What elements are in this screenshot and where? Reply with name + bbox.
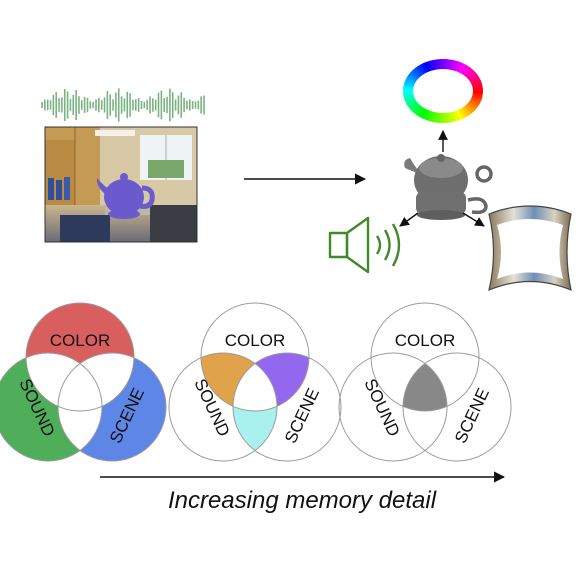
color-wheel-segment (450, 60, 458, 71)
venn-circle-outline (370, 302, 480, 412)
speaker-icon (328, 216, 401, 274)
axis-caption: Increasing memory detail (168, 487, 437, 514)
color-wheel-segment (414, 66, 425, 76)
scene-panorama-icon (488, 205, 572, 292)
scene-teapot (96, 173, 155, 219)
color-wheel-segment (471, 96, 482, 103)
venn-circle-outline (338, 352, 448, 462)
color-wheel-segment (445, 59, 451, 70)
color-wheel-segment (423, 61, 431, 72)
color-wheel-segment (429, 59, 436, 71)
color-wheel-segment (468, 75, 480, 83)
color-wheel-segment (460, 64, 470, 75)
color-wheel-segment (422, 109, 431, 121)
teapot-icon (404, 154, 493, 220)
color-wheel-segment (470, 77, 481, 84)
triple-region (403, 353, 447, 411)
color-wheel-segment (472, 92, 483, 98)
color-wheel-segment (412, 67, 423, 77)
to-sound-arrow (399, 212, 419, 227)
color-wheel-segment (420, 63, 429, 73)
color-wheel-segment (455, 61, 464, 73)
color-wheel-segment (411, 104, 422, 114)
venn-label-color: COLOR (225, 331, 285, 350)
color-wheel-segment (406, 74, 418, 82)
color-wheel-segment (404, 79, 415, 86)
venn-circle-outline (0, 352, 103, 462)
color-wheel-segment (471, 80, 482, 86)
color-wheel-segment (417, 64, 427, 75)
color-wheel-segment (459, 107, 469, 118)
color-wheel-segment (410, 70, 421, 79)
venn-circle-outline (402, 352, 512, 462)
color-wheel-segment (452, 110, 460, 122)
color-wheel-segment (462, 66, 472, 76)
venn-label-color: COLOR (395, 331, 455, 350)
color-wheel-segment (472, 88, 483, 92)
to-scene-arrow (462, 212, 485, 227)
overlap-blank (233, 353, 277, 411)
color-wheel-segment (465, 103, 476, 112)
color-wheel-segment (405, 76, 417, 84)
office-scene-photo (45, 127, 197, 242)
color-wheel-segment (403, 90, 414, 94)
venn-circle-outline (200, 302, 310, 412)
color-wheel-segment (416, 107, 426, 118)
color-wheel-segment (414, 106, 424, 116)
color-wheel-segment (419, 108, 428, 119)
color-wheel-segment (464, 68, 475, 78)
venn-circle-outline (57, 352, 167, 462)
color-wheel-segment (409, 103, 421, 112)
color-wheel-segment (458, 63, 467, 74)
color-wheel-segment (403, 82, 415, 88)
color-wheel-icon (403, 59, 483, 123)
color-wheel-segment (426, 60, 434, 72)
color-wheel-segment (406, 99, 418, 107)
audio-waveform-icon (41, 88, 205, 122)
color-wheel-segment (448, 59, 455, 70)
color-wheel-segment (450, 111, 457, 123)
color-wheel-segment (436, 59, 441, 70)
color-wheel-segment (405, 98, 416, 105)
color-wheel-segment (408, 72, 419, 80)
color-wheel-segment (442, 112, 447, 123)
venn-circle-outline (25, 302, 135, 412)
color-wheel-segment (469, 98, 481, 106)
color-wheel-segment (455, 110, 463, 121)
overlap-blank (58, 353, 102, 461)
venn-label-sound: SOUND (360, 376, 403, 440)
color-wheel-segment (467, 102, 478, 110)
color-wheel-segment (435, 112, 441, 123)
color-wheel-segment (463, 105, 474, 115)
color-wheel-segment (404, 96, 415, 102)
color-wheel-segment (428, 111, 436, 122)
color-wheel-segment (471, 94, 483, 100)
venn-label-color: COLOR (50, 331, 110, 350)
color-wheel-segment (408, 101, 419, 110)
color-wheel-segment (467, 72, 478, 81)
color-wheel-segment (468, 100, 480, 108)
color-wheel-segment (453, 60, 461, 72)
color-wheel-segment (465, 70, 477, 79)
color-wheel-segment (403, 84, 414, 90)
color-wheel-segment (457, 109, 466, 119)
venn-triple: COLOR SOUND SCENE (338, 302, 512, 462)
color-wheel-segment (461, 106, 472, 116)
venn-label-scene: SCENE (451, 385, 493, 446)
color-wheel-segment (431, 112, 438, 123)
color-wheel-segment (425, 110, 433, 122)
venn-circle-outline (168, 352, 278, 462)
color-wheel-segment (445, 112, 450, 123)
venn-circle-outline (232, 352, 342, 462)
color-wheel-segment (439, 59, 444, 70)
